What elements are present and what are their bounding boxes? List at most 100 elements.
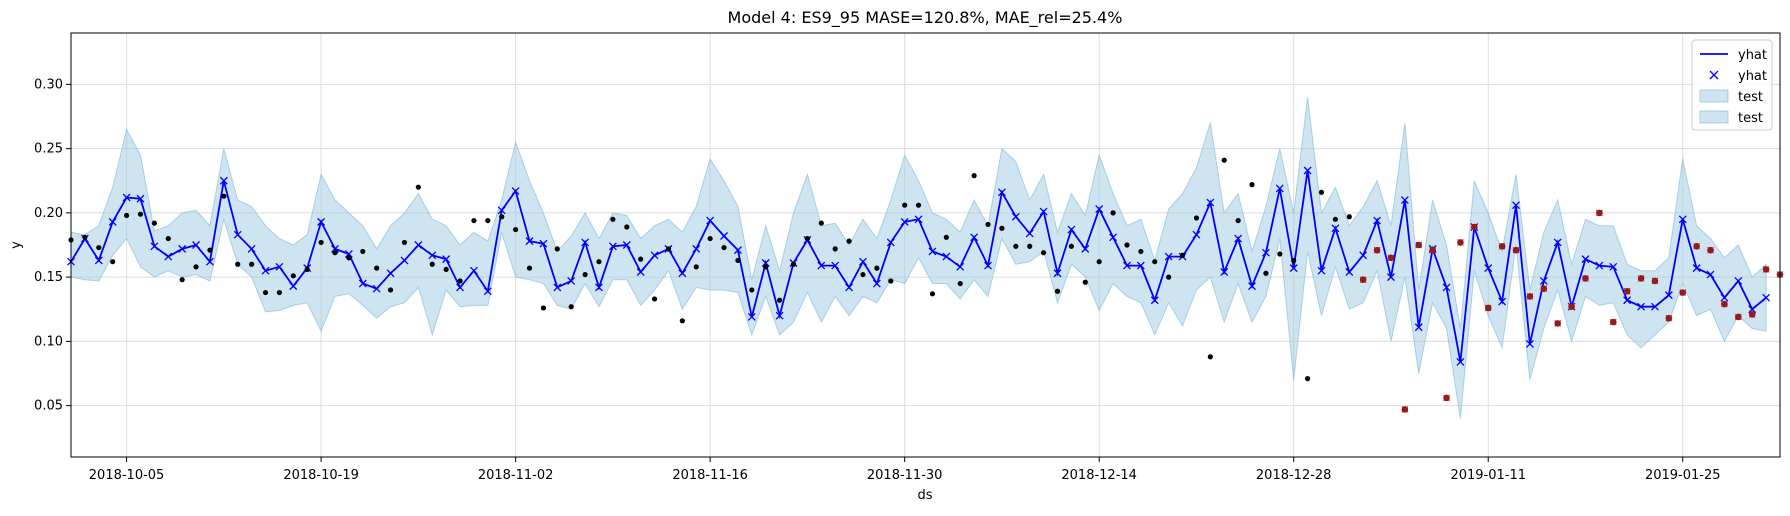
actual-point: [1221, 157, 1227, 163]
actual-point: [665, 246, 672, 252]
actual-point: [276, 289, 283, 296]
yhat-marker: [1720, 293, 1729, 302]
actual-point: [499, 214, 505, 220]
actual-point: [123, 212, 130, 219]
yhat-marker: [317, 217, 326, 226]
yhat-marker: [553, 283, 562, 292]
legend-swatch-patch: [1699, 89, 1729, 103]
yhat-marker: [1609, 262, 1618, 271]
actual-point: [818, 220, 824, 226]
actual-point: [304, 266, 310, 273]
yhat-marker: [1331, 224, 1340, 233]
yhat-marker: [122, 193, 131, 202]
actual-point: [943, 234, 949, 240]
yhat-marker: [164, 252, 173, 261]
x-tick-label: 2018-10-19: [283, 468, 359, 483]
actual-point: [693, 264, 699, 270]
yhat-marker: [997, 188, 1006, 197]
actual-point: [485, 217, 491, 224]
actual-point: [1332, 216, 1338, 222]
yhat-marker: [1512, 201, 1520, 210]
test-point-cross: [1707, 246, 1714, 254]
yhat-marker: [733, 246, 742, 255]
yhat-marker: [1484, 264, 1493, 273]
test-point-cross: [1693, 242, 1700, 250]
yhat-marker: [1303, 166, 1312, 175]
yhat-marker: [1150, 296, 1159, 305]
actual-point: [804, 235, 810, 242]
actual-point: [596, 259, 602, 265]
yhat-marker: [539, 239, 548, 248]
actual-point: [471, 217, 477, 224]
test-point-cross: [1373, 246, 1381, 254]
test-point-cross: [1623, 287, 1631, 295]
yhat-marker: [275, 262, 284, 271]
yhat-marker: [845, 283, 854, 292]
actual-point: [1318, 189, 1325, 195]
test-point-cross: [1471, 223, 1478, 231]
yhat-marker: [636, 268, 645, 276]
test-point-cross: [1554, 320, 1562, 327]
legend-label: yhat: [1738, 69, 1767, 84]
forecast-interval-band: [70, 97, 1767, 419]
actual-point: [415, 184, 421, 190]
actual-point: [1291, 257, 1297, 264]
yhat-marker: [108, 217, 117, 226]
yhat-marker: [94, 256, 103, 265]
test-point-cross: [1568, 303, 1575, 310]
actual-point: [1054, 288, 1061, 294]
actual-point: [651, 296, 658, 302]
yhat-marker: [233, 230, 242, 239]
test-point-cross: [1498, 242, 1506, 250]
axes: 0.05 0.10 0.15 0.20 0.25 0.30 2018-10-05 2018-1…: [34, 77, 1720, 483]
actual-point: [526, 265, 533, 271]
yhat-marker: [567, 277, 576, 285]
actual-point: [374, 265, 380, 271]
actual-point: [193, 264, 199, 270]
actual-point: [82, 234, 88, 240]
yhat-marker: [372, 284, 381, 293]
yhat-marker: [1706, 270, 1715, 279]
legend: yhat yhat test test: [1691, 39, 1773, 131]
y-tick-label: 0.30: [34, 77, 63, 92]
actual-point: [846, 238, 852, 244]
test-point-cross: [1582, 275, 1589, 282]
yhat-marker: [400, 256, 409, 265]
yhat-marker: [1539, 277, 1548, 285]
yhat-marker: [914, 215, 923, 224]
test-point-cross: [1665, 314, 1673, 322]
yhat-marker: [1692, 264, 1701, 273]
test-points: [1359, 209, 1784, 413]
actual-point: [957, 280, 963, 287]
yhat-marker: [886, 238, 895, 247]
actual-point: [1068, 243, 1074, 249]
yhat-marker: [1039, 207, 1048, 216]
x-tick-label: 2018-11-30: [867, 468, 943, 483]
yhat-marker: [289, 282, 298, 291]
yhat-marker: [1734, 277, 1743, 285]
actual-point: [790, 261, 797, 267]
interval-band-area: [70, 97, 1767, 419]
test-point-cross: [1401, 406, 1409, 413]
yhat-marker: [497, 206, 506, 215]
yhat-marker: [1387, 273, 1395, 282]
actual-point: [1110, 210, 1116, 216]
test-point-cross: [1526, 293, 1534, 300]
plot-frame: [70, 32, 1781, 458]
x-tick-label: 2018-11-02: [478, 468, 554, 483]
actual-point: [346, 255, 352, 261]
actual-point: [1179, 252, 1186, 258]
actual-point: [401, 239, 408, 246]
actual-point: [387, 287, 394, 293]
actual-point: [999, 225, 1005, 231]
test-point-cross: [1637, 275, 1645, 282]
actual-point: [360, 248, 366, 255]
actual-point: [429, 261, 435, 267]
yhat-marker: [1525, 339, 1534, 348]
actual-point: [262, 289, 269, 296]
x-tick-label: 2018-12-28: [1256, 468, 1332, 483]
actual-point: [457, 278, 463, 284]
test-point-cross: [1484, 304, 1492, 312]
actual-point: [1249, 182, 1255, 188]
yhat-marker: [261, 266, 270, 275]
